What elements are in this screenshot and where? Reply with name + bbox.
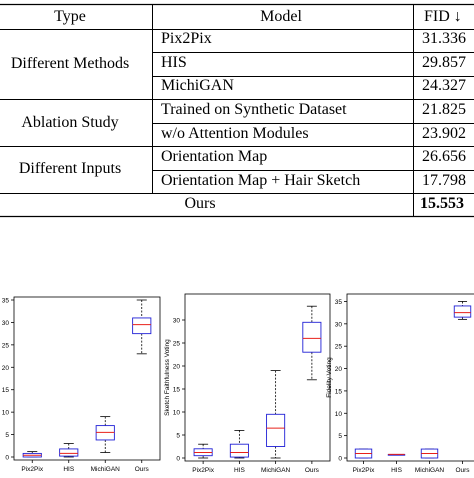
y-tick-label: 20 (335, 366, 343, 373)
y-tick-label: 25 (2, 342, 10, 349)
fid-cell: 26.656 (422, 148, 466, 165)
box-ours (453, 301, 472, 320)
group-type-label: Different Methods (11, 55, 129, 72)
fid-cell: 23.902 (422, 125, 466, 142)
y-axis-label: Sketch Faithfulness Voting (164, 339, 171, 416)
x-tick-label: Ours (305, 467, 320, 474)
y-tick-label: 5 (5, 432, 9, 439)
box-plot-3: 0 5 10 15 20 25 30 35 Fidelity Voting Pix2Pix HIS M… (326, 293, 474, 474)
model-cell: Pix2Pix (161, 30, 212, 47)
y-tick-label: 25 (173, 341, 181, 348)
x-tick-label: HIS (234, 467, 246, 474)
fid-cell: 21.825 (422, 101, 466, 118)
y-tick-label: 20 (173, 364, 181, 371)
y-tick-label: 5 (338, 433, 342, 440)
box-pix2pix (354, 448, 373, 459)
iqr-box (229, 443, 249, 458)
header-fid: FID ↓ (424, 8, 462, 25)
x-tick-label: Pix2Pix (353, 467, 375, 474)
model-cell: Orientation Map + Hair Sketch (161, 172, 360, 189)
y-tick-label: 30 (173, 318, 181, 325)
model-cell: Trained on Synthetic Dataset (161, 101, 347, 118)
y-tick-label: 35 (335, 299, 343, 306)
y-tick-label: 0 (5, 455, 9, 462)
model-cell: w/o Attention Modules (161, 125, 309, 142)
y-tick-label: 15 (2, 387, 10, 394)
plot-frame (184, 293, 331, 462)
x-tick-label: MichiGAN (415, 467, 445, 474)
ours-fid: 15.553 (420, 195, 464, 212)
box-plot-1: 0 5 10 15 20 25 30 35 Pix2Pix HIS MichiGAN Ours (2, 296, 161, 473)
y-tick-label: 15 (173, 387, 181, 394)
y-tick-label: 30 (2, 320, 10, 327)
y-tick-label: 30 (335, 321, 343, 328)
box-pix2pix (22, 451, 42, 458)
iqr-box (453, 305, 472, 318)
x-tick-label: Ours (135, 466, 150, 473)
model-cell: MichiGAN (161, 77, 234, 94)
x-tick-label: MichiGAN (261, 467, 291, 474)
x-tick-label: Pix2Pix (21, 466, 43, 473)
y-axis-label: Fidelity Voting (326, 357, 333, 398)
model-cell: HIS (161, 54, 187, 71)
header-model: Model (260, 8, 302, 25)
box-michigan (266, 370, 286, 459)
x-tick-label: Ours (455, 467, 470, 474)
results-table: Type Model FID ↓ Different Methods Ablat… (0, 3, 474, 218)
box-ours (132, 299, 152, 355)
box-plots: 0 5 10 15 20 25 30 35 Pix2Pix HIS MichiGAN Ours 0 5 10… (2, 293, 474, 474)
box-his (387, 453, 406, 456)
table-rules (0, 3, 474, 218)
iqr-box (302, 321, 322, 353)
fid-cell: 17.798 (422, 172, 466, 189)
group-type-label: Different Inputs (19, 160, 121, 177)
y-tick-label: 15 (335, 388, 343, 395)
y-tick-label: 25 (335, 344, 343, 351)
fid-cell: 31.336 (422, 30, 466, 47)
x-tick-label: HIS (63, 466, 75, 473)
box-michigan (420, 448, 439, 459)
y-tick-label: 10 (173, 410, 181, 417)
box-his (59, 443, 79, 458)
plot-frame (13, 296, 161, 461)
y-tick-label: 10 (335, 411, 343, 418)
x-tick-label: Pix2Pix (192, 467, 214, 474)
box-his (229, 429, 249, 459)
y-tick-label: 20 (2, 365, 10, 372)
y-tick-label: 0 (338, 456, 342, 463)
ours-label: Ours (184, 195, 215, 212)
y-tick-label: 0 (176, 456, 180, 463)
model-cell: Orientation Map (161, 148, 267, 165)
y-tick-label: 10 (2, 410, 10, 417)
box-pix2pix (193, 443, 213, 459)
x-tick-label: MichiGAN (91, 466, 121, 473)
plot-frame (346, 293, 474, 462)
iqr-box (132, 317, 152, 335)
box-plot-2: 0 5 10 15 20 25 30 Sketch Faithfulness Voting Pi… (164, 293, 331, 474)
x-tick-label: HIS (391, 467, 403, 474)
iqr-box (266, 413, 286, 447)
header-type: Type (54, 8, 86, 25)
y-tick-label: 35 (2, 298, 10, 305)
group-type-label: Ablation Study (21, 114, 118, 131)
y-tick-label: 5 (176, 433, 180, 440)
iqr-box (59, 448, 79, 457)
fid-cell: 24.327 (422, 77, 466, 94)
box-ours (302, 305, 322, 381)
box-michigan (95, 416, 115, 453)
fid-cell: 29.857 (422, 54, 466, 71)
